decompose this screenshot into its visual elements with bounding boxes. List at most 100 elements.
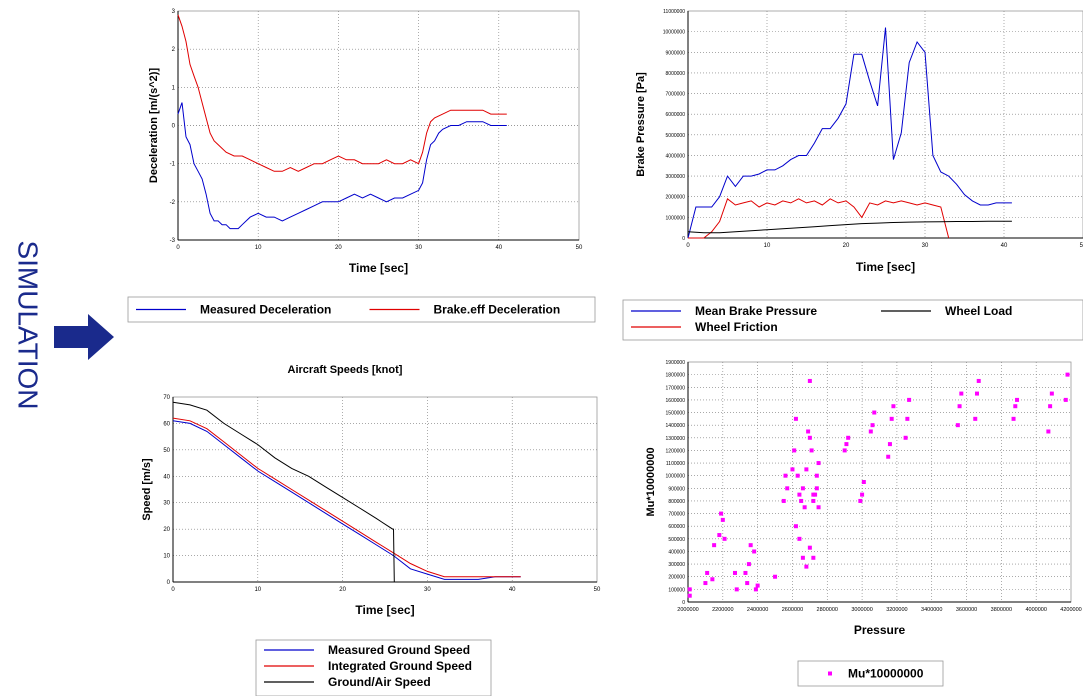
y-tick-label: 1900000 <box>666 360 686 366</box>
x-tick-label: 2800000 <box>817 607 838 613</box>
y-axis-label: Deceleration [m/(s^2)] <box>148 68 160 184</box>
y-tick-label: 6000000 <box>666 112 686 118</box>
data-point <box>891 404 896 409</box>
data-point <box>868 429 873 434</box>
data-point <box>974 391 979 396</box>
data-point <box>1063 397 1068 402</box>
x-tick-label: 50 <box>576 245 583 251</box>
x-tick-label: 2400000 <box>747 607 768 613</box>
series-line <box>687 220 1012 234</box>
data-point <box>844 442 849 447</box>
y-tick-label: 7000000 <box>666 92 686 98</box>
x-tick-label: 30 <box>415 245 422 251</box>
data-point <box>807 435 812 440</box>
y-tick-label: 400000 <box>668 549 685 555</box>
data-point <box>799 498 804 503</box>
data-point <box>814 473 819 478</box>
data-point <box>955 423 960 428</box>
series-line <box>172 420 521 580</box>
data-point <box>719 511 724 516</box>
x-tick-label: 30 <box>424 587 431 593</box>
y-axis-label: Brake Pressure [Pa] <box>635 72 647 177</box>
y-tick-label: 1700000 <box>666 385 686 391</box>
x-tick-label: 2600000 <box>782 607 803 613</box>
data-point <box>811 498 816 503</box>
series-line <box>688 197 950 239</box>
y-tick-label: 1200000 <box>666 448 686 454</box>
y-tick-label: 1000000 <box>666 474 686 480</box>
chart-brake-pressure: 0102030405011000000100000009000000800000… <box>622 9 1083 341</box>
data-point <box>807 378 812 383</box>
x-tick-label: 2200000 <box>712 607 733 613</box>
data-point <box>687 593 692 598</box>
data-point <box>795 473 800 478</box>
plot-frame <box>687 10 1083 239</box>
legend-box <box>127 296 596 323</box>
data-point <box>712 543 717 548</box>
x-tick-label: 20 <box>339 587 346 593</box>
data-point <box>752 549 757 554</box>
data-point <box>886 454 891 459</box>
y-tick-label: 700000 <box>668 512 685 518</box>
y-tick-label: 30 <box>163 501 170 507</box>
x-tick-label: 30 <box>922 243 929 249</box>
x-axis-label: Time [sec] <box>856 260 915 274</box>
x-tick-label: 3800000 <box>991 607 1012 613</box>
x-tick-label: 4000000 <box>1025 607 1046 613</box>
y-tick-label: 100000 <box>668 587 685 593</box>
data-point <box>800 486 805 491</box>
chart-mu-pressure: 2000000 2200000 2400000 2600000 2800000 30000… <box>645 360 1082 687</box>
data-point <box>903 435 908 440</box>
data-point <box>1048 404 1053 409</box>
y-tick-label: -2 <box>170 200 176 206</box>
data-point <box>804 564 809 569</box>
data-point <box>957 404 962 409</box>
legend-label: Brake.eff Deceleration <box>434 303 561 317</box>
data-point <box>1011 416 1016 421</box>
y-tick-label: 10 <box>163 554 170 560</box>
data-point <box>687 587 692 592</box>
data-point <box>816 461 821 466</box>
data-point <box>905 416 910 421</box>
series-line <box>172 401 521 583</box>
y-tick-label: 0 <box>682 600 685 606</box>
series-line <box>687 27 1012 239</box>
chart-title: Aircraft Speeds [knot] <box>288 364 403 376</box>
right-arrow-icon <box>54 314 114 360</box>
plot-frame <box>172 396 598 583</box>
data-point <box>872 410 877 415</box>
data-point <box>1013 404 1018 409</box>
data-point <box>785 486 790 491</box>
y-tick-label: 1400000 <box>666 423 686 429</box>
data-point <box>802 505 807 510</box>
data-point <box>722 536 727 541</box>
y-tick-label: 4000000 <box>666 153 686 159</box>
data-point <box>907 397 912 402</box>
data-point <box>861 480 866 484</box>
data-point <box>797 536 802 541</box>
data-point <box>846 435 851 440</box>
data-point <box>755 583 760 588</box>
y-tick-label: 300000 <box>668 562 685 568</box>
y-tick-label: 0 <box>172 124 176 130</box>
data-point <box>797 492 802 497</box>
legend-box <box>797 660 944 687</box>
x-tick-label: 10 <box>254 587 261 593</box>
y-tick-label: 800000 <box>668 499 685 505</box>
y-tick-label: 9000000 <box>666 50 686 56</box>
x-tick-label: 20 <box>843 243 850 249</box>
legend-label: Wheel Friction <box>695 320 778 334</box>
data-point <box>814 486 819 491</box>
data-point <box>753 587 758 592</box>
x-tick-label: 50 <box>1080 243 1083 249</box>
y-tick-label: 1100000 <box>666 461 685 467</box>
legend-label: Wheel Load <box>945 304 1012 318</box>
legend-box <box>255 639 492 696</box>
data-point <box>804 467 809 472</box>
legend-label: Ground/Air Speed <box>328 675 431 689</box>
y-tick-label: 900000 <box>668 486 685 492</box>
data-point <box>773 574 778 579</box>
data-point <box>816 505 821 510</box>
x-tick-label: 3400000 <box>921 607 942 613</box>
